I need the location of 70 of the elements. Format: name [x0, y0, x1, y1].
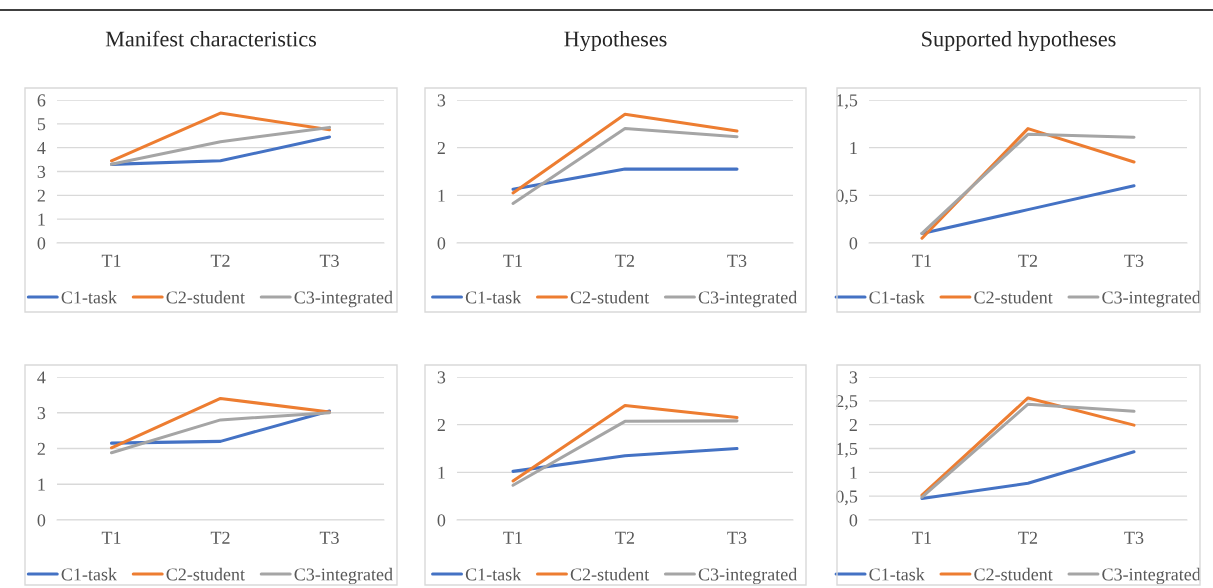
chart-title: Hypotheses — [564, 30, 667, 52]
legend-label: C1-task — [465, 290, 522, 304]
legend-label: C1-task — [61, 290, 118, 304]
legend-label: C2-student — [570, 567, 650, 581]
y-tick-label: 6 — [37, 94, 46, 107]
x-tick-label: T1 — [912, 254, 931, 267]
y-tick-label: 5 — [37, 118, 46, 131]
y-tick-label: 0 — [849, 514, 858, 527]
y-tick-label: 3 — [437, 94, 446, 107]
chart-title: Manifest characteristics — [105, 30, 317, 47]
x-tick-label: T3 — [319, 531, 339, 544]
y-tick-label: 2 — [849, 418, 857, 431]
y-tick-label: 1 — [438, 189, 445, 202]
y-tick-label: 0,5 — [836, 490, 858, 506]
y-tick-label: 0 — [37, 514, 46, 527]
legend-label: C2-student — [166, 567, 245, 581]
legend-label: C1-task — [465, 567, 522, 581]
x-tick-label: T2 — [1018, 254, 1038, 267]
y-tick-label: 2 — [437, 141, 445, 154]
y-tick-label: 1,5 — [836, 94, 858, 110]
legend-label: C1-task — [61, 567, 118, 581]
legend-label: C2-student — [974, 567, 1053, 581]
legend-label: C3-integrated — [1102, 290, 1201, 308]
y-tick-label: 0 — [849, 237, 858, 250]
y-tick-label: 2,5 — [836, 395, 858, 410]
y-tick-label: 2 — [37, 189, 45, 202]
y-tick-label: 0 — [437, 237, 446, 250]
legend-label: C1-task — [869, 567, 925, 581]
x-tick-label: T2 — [1018, 531, 1038, 544]
x-tick-label: T2 — [210, 531, 230, 544]
legend-label: C3-integrated — [294, 567, 393, 585]
y-tick-label: 4 — [37, 371, 46, 384]
x-tick-label: T2 — [615, 531, 635, 544]
y-tick-label: 3 — [849, 371, 858, 384]
legend-label: C3-integrated — [698, 290, 798, 308]
y-tick-label: 4 — [37, 142, 46, 154]
x-tick-label: T1 — [101, 254, 121, 267]
y-tick-label: 0 — [437, 514, 446, 527]
y-tick-label: 0 — [37, 237, 46, 250]
x-tick-label: T2 — [210, 254, 230, 267]
x-tick-label: T3 — [1124, 254, 1144, 267]
y-tick-label: 2 — [437, 418, 445, 431]
y-tick-label: 0,5 — [836, 189, 858, 205]
legend-label: C3-integrated — [1102, 567, 1201, 585]
legend-label: C2-student — [974, 290, 1053, 304]
x-tick-label: T2 — [615, 254, 635, 267]
y-tick-label: 1 — [38, 478, 45, 491]
x-tick-label: T3 — [727, 531, 747, 544]
x-tick-label: T3 — [727, 254, 747, 267]
y-tick-label: 3 — [37, 165, 46, 178]
y-tick-label: 1 — [438, 466, 445, 479]
legend-label: C3-integrated — [294, 290, 393, 308]
x-tick-label: T1 — [503, 531, 522, 544]
legend-label: C3-integrated — [698, 567, 798, 585]
y-tick-label: 1 — [850, 466, 857, 479]
y-tick-label: 3 — [37, 407, 46, 420]
x-tick-label: T1 — [101, 531, 121, 544]
y-tick-label: 1 — [38, 213, 45, 226]
x-tick-label: T3 — [319, 254, 339, 267]
x-tick-label: T1 — [912, 531, 931, 544]
legend-label: C2-student — [166, 290, 245, 304]
x-tick-label: T3 — [1124, 531, 1144, 544]
legend-label: C2-student — [570, 290, 650, 304]
y-tick-label: 1,5 — [836, 442, 858, 458]
y-tick-label: 2 — [37, 442, 45, 455]
x-tick-label: T1 — [503, 254, 522, 267]
chart-title: Supported hypotheses — [922, 30, 1116, 52]
legend-label: C1-task — [869, 290, 925, 304]
y-tick-label: 1 — [850, 142, 857, 154]
y-tick-label: 3 — [437, 371, 446, 384]
